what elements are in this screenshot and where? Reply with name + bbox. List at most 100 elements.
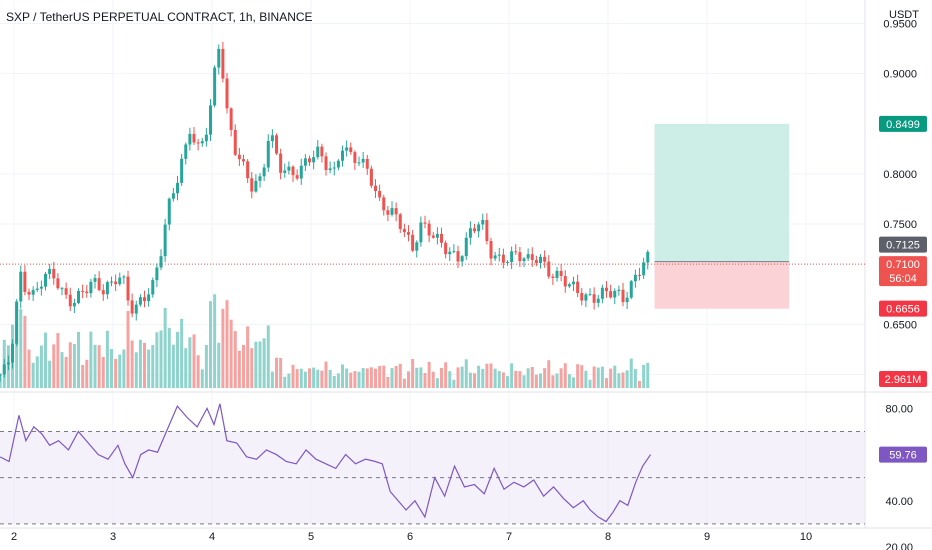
volume-bar [621, 372, 625, 388]
volume-bar [440, 367, 444, 388]
candle-body [209, 105, 213, 135]
candle-body [242, 159, 246, 162]
candle-body [341, 150, 345, 161]
volume-bar [64, 356, 68, 388]
volume-bar [258, 341, 262, 388]
volume-bar [588, 379, 592, 388]
volume-bar [97, 345, 101, 388]
candle-body [48, 268, 52, 275]
volume-bar [336, 373, 340, 388]
candle-body [427, 223, 431, 236]
candle-body [122, 276, 126, 278]
time-tick-label: 8 [605, 531, 611, 543]
volume-bar [110, 349, 114, 388]
volume-bar [510, 363, 514, 388]
candle-body [460, 256, 464, 262]
volume-bar [184, 348, 188, 388]
candle-body [489, 241, 493, 259]
volume-bar [126, 311, 130, 388]
volume-bar [609, 368, 613, 388]
candle-body [64, 288, 68, 295]
candle-body [217, 48, 221, 68]
candle-body [613, 290, 617, 298]
candle-body [312, 157, 316, 163]
volume-bar [464, 359, 468, 388]
candle-body [464, 237, 468, 257]
time-axis[interactable]: 2 3 4 5 6 7 8 9 10 [11, 531, 812, 543]
volume-bar [600, 366, 604, 388]
candle-body [221, 48, 225, 79]
volume-bar [35, 356, 39, 388]
volume-bar [233, 331, 237, 388]
candle-body [332, 167, 336, 169]
candle-body [114, 281, 118, 285]
candle-body [633, 274, 637, 282]
candle-body [97, 278, 101, 291]
volume-bar [217, 342, 221, 388]
rsi-tick-label: 40.00 [885, 496, 913, 508]
candle-body [543, 256, 547, 262]
volume-bar [485, 363, 489, 388]
volume-bar [56, 333, 60, 388]
candle-body [390, 208, 394, 215]
candle-body [11, 343, 15, 363]
volume-bar [266, 325, 270, 388]
rsi-line [0, 403, 652, 523]
candle-body [493, 255, 497, 259]
volume-bar [493, 368, 497, 388]
candle-body [485, 219, 489, 242]
volume-bar [155, 332, 159, 388]
current-price-tag: 0.7100 [886, 259, 920, 271]
candle-body [468, 228, 472, 238]
currency-unit: USDT [889, 9, 919, 21]
volume-bar [415, 367, 419, 388]
rsi-tick-label: 20.00 [885, 542, 913, 550]
candle-body [481, 219, 485, 225]
candle-body [262, 167, 266, 177]
candle-body [629, 281, 633, 298]
price-tick-label: 0.9500 [883, 19, 917, 31]
candle-body [394, 208, 398, 215]
volume-bar [369, 367, 373, 388]
candle-body [638, 274, 642, 276]
candle-body [188, 133, 192, 145]
candle-body [291, 166, 295, 176]
candle-body [452, 251, 456, 253]
volume-bar [312, 367, 316, 388]
volume-bar [31, 362, 35, 388]
volume-bar [308, 368, 312, 388]
candle-body [299, 165, 303, 179]
candle-body [444, 242, 448, 255]
candle-body [398, 214, 402, 229]
volume-bar [452, 379, 456, 388]
volume-bar [382, 365, 386, 388]
candle-body [308, 158, 312, 163]
candle-body [147, 294, 151, 302]
volume-bar [19, 309, 23, 388]
candle-body [625, 297, 629, 303]
volume-bar [138, 339, 142, 388]
time-tick-label: 2 [11, 531, 17, 543]
volume-bar [320, 370, 324, 388]
volume-bar [477, 365, 481, 388]
candle-body [642, 262, 646, 276]
volume-bar [514, 370, 518, 388]
candle-body [283, 170, 287, 173]
volume-bar [192, 334, 196, 388]
candle-body [258, 176, 262, 181]
candle-body [72, 303, 76, 307]
candle-body [539, 256, 543, 264]
profit-zone [654, 123, 790, 262]
candle-body [328, 168, 332, 171]
volume-bar [526, 368, 530, 388]
volume-bar [642, 364, 646, 388]
volume-bar [592, 366, 596, 388]
target-price-tag-bg [879, 115, 927, 132]
candle-body [473, 228, 477, 232]
candle-body [89, 281, 93, 294]
volume-bar [316, 369, 320, 388]
candle-body [68, 294, 72, 307]
volume-bar [407, 371, 411, 388]
candle-body [559, 270, 563, 276]
